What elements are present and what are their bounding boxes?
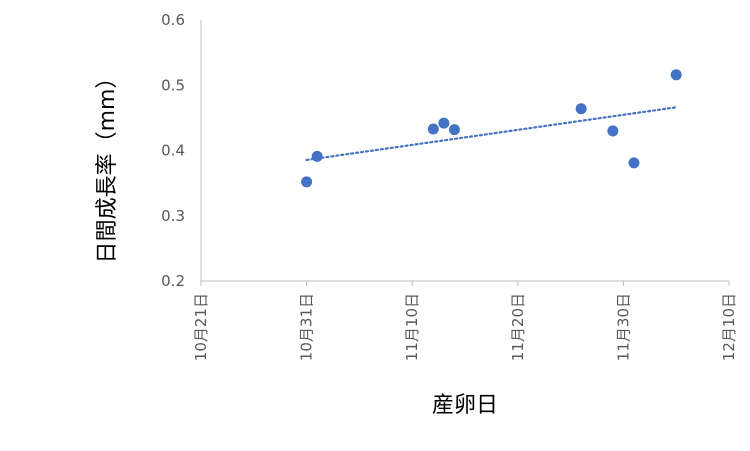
data-point: [311, 150, 323, 162]
x-tick-label: 10月21日: [192, 293, 210, 361]
data-point: [670, 69, 682, 81]
x-tick-label: 10月31日: [298, 293, 316, 361]
data-points: [301, 69, 682, 188]
data-point: [438, 117, 450, 129]
y-tick-label: 0.2: [161, 272, 185, 290]
data-point: [575, 103, 587, 115]
y-tick-label: 0.4: [161, 142, 185, 160]
axes: 0.2 0.3 0.4 0.5 0.6 10月21日 10月31日 11月10日 11月20日 1…: [161, 11, 738, 361]
data-point: [301, 176, 313, 188]
trendline-group: [305, 106, 678, 162]
x-tick-label: 12月10日: [720, 293, 738, 361]
data-point: [628, 157, 640, 169]
data-point: [607, 125, 619, 137]
y-tick-label: 0.3: [161, 207, 185, 225]
x-tick-label: 11月10日: [403, 293, 421, 361]
x-tick-label: 11月30日: [614, 293, 632, 361]
x-axis-title: 産卵日: [432, 393, 498, 418]
y-tick-label: 0.5: [161, 76, 185, 94]
y-axis-title: 日間成長率（mm）: [95, 67, 120, 264]
data-point: [427, 123, 439, 135]
trendline: [305, 106, 678, 162]
y-tick-label: 0.6: [161, 11, 185, 29]
x-tick-label: 11月20日: [509, 293, 527, 361]
data-point: [448, 124, 460, 136]
